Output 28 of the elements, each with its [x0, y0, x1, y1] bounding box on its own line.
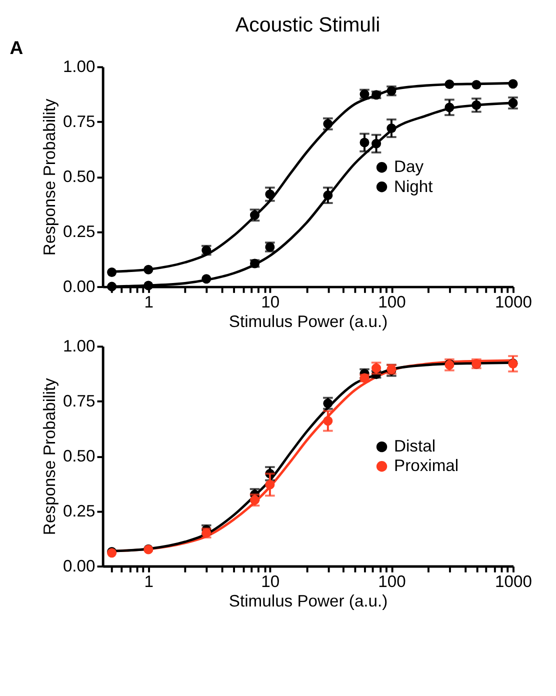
y-axis-title: Response Probability	[40, 98, 60, 256]
text: A	[10, 36, 24, 58]
y-tick-label: 1.00	[62, 336, 96, 356]
y-tick-label: 0.50	[62, 167, 96, 186]
y-tick-label: 0.00	[62, 556, 96, 576]
x-tick-label: 1	[144, 292, 154, 312]
x-axis-title: Stimulus Power (a.u.)	[228, 592, 388, 611]
x-tick-label: 1000	[495, 292, 532, 312]
y-tick-label: 0.25	[62, 501, 96, 520]
legend-label: Night	[394, 176, 434, 196]
y-tick-label: 0.75	[62, 392, 96, 411]
y-tick-label: 0.00	[62, 276, 96, 296]
legend-label: Day	[394, 157, 424, 176]
x-tick-label: 10	[261, 292, 280, 312]
y-tick-label: 0.75	[62, 112, 96, 132]
x-axis-title: Stimulus Power (a.u.)	[228, 312, 388, 332]
legend-label: Distal	[394, 436, 436, 456]
x-tick-label: 10	[261, 572, 280, 592]
y-tick-label: 1.00	[62, 57, 96, 76]
x-tick-label: 1	[144, 572, 154, 592]
y-axis-title: Response Probability	[40, 377, 60, 536]
legend-label: Proximal	[394, 456, 459, 476]
x-tick-label: 100	[378, 292, 406, 312]
x-tick-label: 100	[378, 572, 406, 592]
y-tick-label: 0.50	[62, 446, 96, 466]
y-tick-label: 0.25	[62, 222, 96, 241]
x-tick-label: 1000	[495, 572, 532, 592]
chart-title: Acoustic Stimuli	[235, 14, 380, 37]
